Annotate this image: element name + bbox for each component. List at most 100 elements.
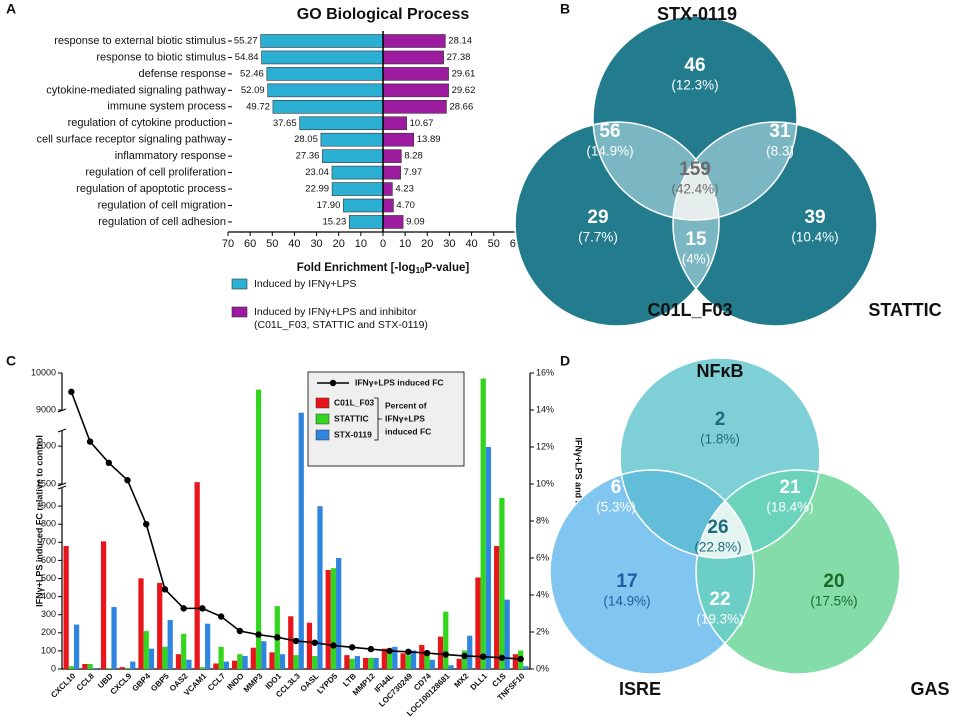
x-tick-label: 50 (266, 238, 278, 250)
bar (279, 654, 286, 669)
panel-letter: A (6, 1, 16, 17)
venn-percent: (12.3%) (671, 78, 718, 93)
y-tick-label: 1500 (36, 478, 56, 488)
bar (157, 582, 163, 669)
bar (92, 668, 98, 669)
bar (392, 646, 398, 669)
axis-break (57, 428, 67, 433)
venn-count: 56 (599, 121, 620, 142)
bar (293, 655, 299, 669)
line-marker (442, 651, 449, 658)
venn-percent: (10.4%) (791, 230, 838, 245)
venn-count: 29 (587, 207, 608, 228)
y2-tick-label: 8% (536, 515, 549, 525)
venn-count: 20 (823, 571, 844, 592)
line-marker (423, 649, 431, 657)
bar (111, 607, 117, 669)
bar (382, 100, 447, 114)
line-marker (86, 438, 94, 445)
line-marker (386, 647, 393, 655)
value-label: 55.27 (234, 36, 258, 47)
venn-percent: (22.8%) (694, 540, 741, 555)
bar (322, 149, 384, 163)
venn-count: 31 (769, 121, 791, 142)
value-label: 9.09 (406, 216, 425, 227)
venn-outline (619, 357, 821, 559)
venn-clip (696, 470, 820, 558)
bar (186, 659, 192, 669)
bar (382, 132, 415, 147)
bar (205, 623, 211, 669)
y-tick-label: 600 (41, 555, 56, 565)
legend-label: STATTIC (334, 413, 369, 423)
bar (331, 165, 384, 180)
x-tick-label: MX2 (452, 671, 470, 689)
y-axis-label: IFNγ+LPS induced FC relative to control (34, 435, 44, 607)
line-marker (292, 637, 300, 645)
bar (325, 570, 331, 669)
y-tick-label: 100 (41, 645, 56, 655)
x-tick-label: 10 (399, 238, 411, 250)
bar (381, 648, 387, 669)
bar (68, 666, 74, 669)
venn-percent: (18.4%) (766, 500, 813, 515)
bar (504, 599, 510, 669)
venn-count: 22 (709, 589, 730, 610)
x-tick-label: CCL7 (206, 671, 228, 693)
y-tick-label: 500 (41, 573, 56, 583)
venn-percent: (8.3) (766, 144, 794, 159)
venn-percent: (4%) (682, 252, 711, 267)
bar (255, 389, 262, 669)
legend-note: induced FC (385, 426, 431, 436)
bar (106, 668, 112, 669)
venn-clip (673, 122, 797, 220)
bar (138, 578, 144, 669)
y2-tick-label: 16% (536, 367, 554, 377)
value-label: 23.04 (305, 167, 329, 178)
x-tick-label: 30 (310, 238, 322, 250)
bar (73, 624, 80, 669)
line-marker (348, 644, 356, 651)
bar (330, 568, 337, 669)
venn-percent: (14.9%) (603, 594, 650, 609)
value-label: 54.84 (235, 52, 259, 63)
value-label: 52.09 (241, 85, 265, 96)
value-label: 37.65 (273, 118, 297, 129)
value-label: 52.46 (240, 68, 264, 79)
bar (354, 656, 361, 669)
legend-swatch (315, 413, 330, 425)
value-label: 28.05 (294, 134, 318, 145)
legend-swatch (315, 429, 330, 441)
y-tick-label: 300 (41, 609, 56, 619)
bar (320, 132, 384, 147)
value-label: 15.23 (322, 216, 346, 227)
bar (237, 654, 243, 669)
bar (400, 653, 406, 669)
line-marker (498, 654, 506, 661)
x-tick-label: 30 (443, 238, 455, 250)
venn-outline (695, 469, 901, 675)
y-tick-label: 400 (41, 591, 56, 601)
bar (143, 631, 149, 669)
venn-outline (592, 15, 798, 221)
line-marker (199, 605, 206, 612)
bar (167, 619, 173, 669)
bar (82, 664, 88, 669)
bar (410, 650, 417, 669)
line-marker (180, 605, 187, 612)
value-label: 28.14 (448, 36, 472, 47)
bar (467, 635, 473, 669)
value-label: 7.97 (404, 167, 423, 178)
venn-set-label: STX-0119 (657, 4, 737, 24)
bar (250, 647, 256, 669)
category-label: immune system process (107, 101, 226, 113)
x-tick-label: GBP4 (130, 671, 152, 693)
venn-region (620, 470, 754, 558)
bar (199, 667, 206, 669)
venn-percent: (14.9%) (586, 144, 633, 159)
bar (448, 665, 454, 669)
category-label: cell surface receptor signaling pathway (36, 134, 226, 146)
bar (261, 50, 384, 65)
y-tick-label: 800 (41, 519, 56, 529)
